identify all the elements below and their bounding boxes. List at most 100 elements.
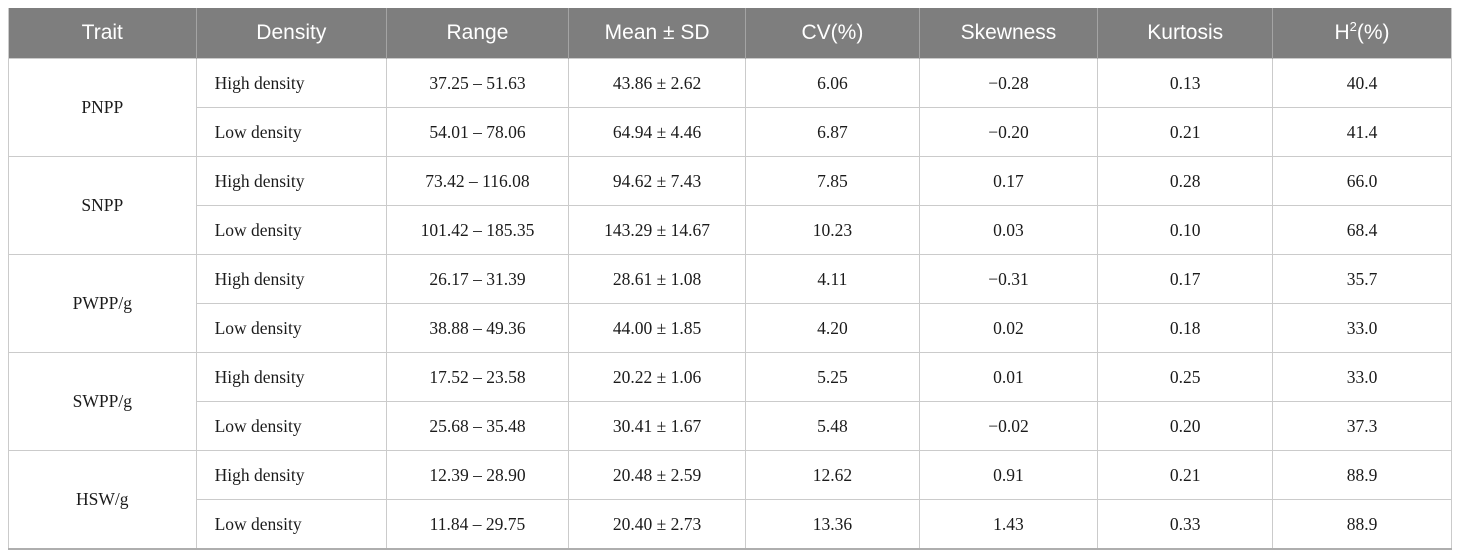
kurtosis-cell: 0.13 xyxy=(1097,58,1274,108)
range-cell: 25.68 – 35.48 xyxy=(386,401,569,451)
skewness-cell: 0.91 xyxy=(918,450,1099,500)
kurtosis-cell: 0.20 xyxy=(1097,401,1274,451)
kurtosis-cell: 0.18 xyxy=(1097,303,1274,353)
h2-cell: 33.0 xyxy=(1272,303,1452,353)
trait-cell: PNPP xyxy=(8,58,197,157)
h2-label-prefix: H xyxy=(1334,21,1350,44)
skewness-cell: 1.43 xyxy=(918,499,1099,550)
trait-cell: PWPP/g xyxy=(8,254,197,353)
kurtosis-cell: 0.25 xyxy=(1097,352,1274,402)
header-row: Trait Density Range Mean ± SD CV(%) Skew… xyxy=(8,8,1452,59)
skewness-cell: 0.01 xyxy=(918,352,1099,402)
cv-cell: 5.48 xyxy=(745,401,920,451)
mean-sd-cell: 94.62 ± 7.43 xyxy=(567,156,747,206)
skewness-cell: −0.31 xyxy=(918,254,1099,304)
range-cell: 101.42 – 185.35 xyxy=(386,205,569,255)
kurtosis-cell: 0.10 xyxy=(1097,205,1274,255)
table-body: PNPP High density 37.25 – 51.63 43.86 ± 2.6… xyxy=(8,58,1452,550)
density-cell: Low density xyxy=(195,499,388,550)
range-cell: 37.25 – 51.63 xyxy=(386,58,569,108)
table-header: Trait Density Range Mean ± SD CV(%) Skew… xyxy=(8,8,1452,59)
mean-sd-cell: 44.00 ± 1.85 xyxy=(567,303,747,353)
table-row: SNPP High density 73.42 – 116.08 94.62 ± 7.… xyxy=(8,156,1452,255)
kurtosis-cell: 0.21 xyxy=(1097,450,1274,500)
kurtosis-cell: 0.33 xyxy=(1097,499,1274,550)
column-header-kurtosis: Kurtosis xyxy=(1097,8,1273,59)
density-cell: High density xyxy=(195,352,388,402)
column-header-h2: H2(%) xyxy=(1272,8,1452,59)
h2-cell: 68.4 xyxy=(1272,205,1452,255)
density-cell: High density xyxy=(195,156,388,206)
mean-sd-cell: 143.29 ± 14.67 xyxy=(567,205,747,255)
density-cell: Low density xyxy=(195,107,388,157)
skewness-cell: 0.02 xyxy=(918,303,1099,353)
table-row: PWPP/g High density 26.17 – 31.39 28.61 ± 1… xyxy=(8,254,1452,353)
range-cell: 26.17 – 31.39 xyxy=(386,254,569,304)
skewness-cell: −0.28 xyxy=(918,58,1099,108)
mean-sd-cell: 20.22 ± 1.06 xyxy=(567,352,747,402)
h2-cell: 66.0 xyxy=(1272,156,1452,206)
skewness-cell: 0.17 xyxy=(918,156,1099,206)
table-row: Low density 54.01 – 78.06 64.94 ± 4.46 6.87… xyxy=(9,107,1452,157)
h2-label-superscript: 2 xyxy=(1349,19,1357,34)
range-cell: 11.84 – 29.75 xyxy=(386,499,569,550)
cv-cell: 13.36 xyxy=(745,499,920,550)
h2-cell: 37.3 xyxy=(1272,401,1452,451)
cv-cell: 4.11 xyxy=(745,254,920,304)
mean-sd-cell: 28.61 ± 1.08 xyxy=(567,254,747,304)
range-cell: 54.01 – 78.06 xyxy=(386,107,569,157)
range-cell: 17.52 – 23.58 xyxy=(386,352,569,402)
h2-cell: 35.7 xyxy=(1272,254,1452,304)
density-cell: High density xyxy=(195,254,388,304)
table-row: Low density 11.84 – 29.75 20.40 ± 2.73 13.3… xyxy=(9,499,1452,550)
skewness-cell: 0.03 xyxy=(918,205,1099,255)
skewness-cell: −0.20 xyxy=(918,107,1099,157)
h2-cell: 40.4 xyxy=(1272,58,1452,108)
column-header-cv: CV(%) xyxy=(745,8,919,59)
density-cell: High density xyxy=(195,58,388,108)
mean-sd-cell: 20.40 ± 2.73 xyxy=(567,499,747,550)
density-cell: Low density xyxy=(195,303,388,353)
cv-cell: 4.20 xyxy=(745,303,920,353)
density-cell: Low density xyxy=(195,401,388,451)
trait-cell: SNPP xyxy=(8,156,197,255)
density-cell: Low density xyxy=(195,205,388,255)
mean-sd-cell: 64.94 ± 4.46 xyxy=(567,107,747,157)
table-row: Low density 101.42 – 185.35 143.29 ± 14.67… xyxy=(9,205,1452,255)
cv-cell: 5.25 xyxy=(745,352,920,402)
trait-statistics-table: Trait Density Range Mean ± SD CV(%) Skew… xyxy=(8,8,1452,550)
density-cell: High density xyxy=(195,450,388,500)
table-row: PNPP High density 37.25 – 51.63 43.86 ± 2.6… xyxy=(8,58,1452,157)
h2-cell: 88.9 xyxy=(1272,450,1452,500)
column-header-skewness: Skewness xyxy=(918,8,1098,59)
mean-sd-cell: 20.48 ± 2.59 xyxy=(567,450,747,500)
skewness-cell: −0.02 xyxy=(918,401,1099,451)
range-cell: 73.42 – 116.08 xyxy=(386,156,569,206)
table-row: Low density 38.88 – 49.36 44.00 ± 1.85 4.20… xyxy=(9,303,1452,353)
mean-sd-cell: 30.41 ± 1.67 xyxy=(567,401,747,451)
kurtosis-cell: 0.21 xyxy=(1097,107,1274,157)
column-header-density: Density xyxy=(195,8,387,59)
cv-cell: 10.23 xyxy=(745,205,920,255)
column-header-mean-sd: Mean ± SD xyxy=(567,8,746,59)
cv-cell: 6.87 xyxy=(745,107,920,157)
table-row: SWPP/g High density 17.52 – 23.58 20.22 ± 1… xyxy=(8,352,1452,451)
cv-cell: 7.85 xyxy=(745,156,920,206)
h2-cell: 41.4 xyxy=(1272,107,1452,157)
kurtosis-cell: 0.17 xyxy=(1097,254,1274,304)
h2-cell: 88.9 xyxy=(1272,499,1452,550)
column-header-range: Range xyxy=(386,8,569,59)
cv-cell: 12.62 xyxy=(745,450,920,500)
trait-cell: SWPP/g xyxy=(8,352,197,451)
table-row: HSW/g High density 12.39 – 28.90 20.48 ± 2.… xyxy=(8,450,1452,550)
kurtosis-cell: 0.28 xyxy=(1097,156,1274,206)
range-cell: 38.88 – 49.36 xyxy=(386,303,569,353)
h2-cell: 33.0 xyxy=(1272,352,1452,402)
trait-cell: HSW/g xyxy=(8,450,197,550)
mean-sd-cell: 43.86 ± 2.62 xyxy=(567,58,747,108)
range-cell: 12.39 – 28.90 xyxy=(386,450,569,500)
column-header-trait: Trait xyxy=(8,8,197,59)
cv-cell: 6.06 xyxy=(745,58,920,108)
h2-label-suffix: (%) xyxy=(1356,21,1390,44)
